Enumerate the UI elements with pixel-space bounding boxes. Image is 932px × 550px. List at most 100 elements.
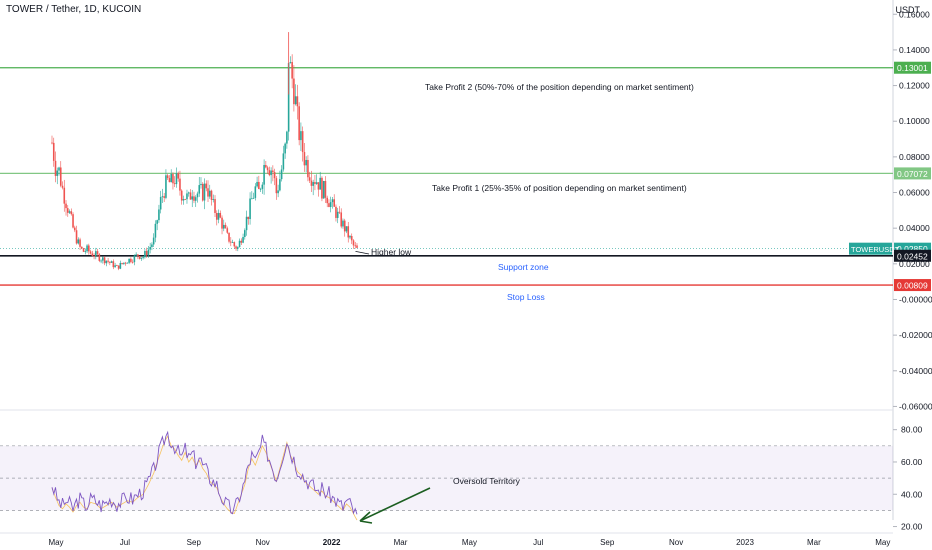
candle-body [219,212,222,218]
candle-body [294,96,297,105]
candle-body [308,177,311,181]
candle-body [121,262,123,264]
candle-body [272,170,274,173]
candle-body [298,106,300,141]
candle-body [282,153,285,170]
current-price-tag-label: TOWERUSDT [851,245,900,254]
price-tick-label: 0.12000 [899,81,930,91]
candle-body [191,196,194,200]
candle-body [161,196,164,198]
candle-body [231,242,234,243]
candle-body [322,180,325,199]
candle-body [102,257,104,261]
candle-body [159,197,162,210]
candle-body [112,261,115,268]
candle-body [331,199,334,203]
candle-body [228,232,230,242]
price-tick-label: -0.04000 [899,366,932,376]
candle-body [263,164,265,185]
candle-body [154,223,157,238]
candle-body [86,245,88,252]
time-tick-label: Sep [600,538,615,547]
candle-body [56,170,59,176]
candle-body [105,260,108,264]
candle-body [293,78,295,105]
candle-body [321,177,323,199]
candle-body [238,240,241,248]
candle-body [54,160,57,176]
candle-body [135,254,137,256]
candle-body [259,188,262,190]
candle-body [51,142,53,144]
time-tick-label: Nov [256,538,270,547]
candle-body [354,245,357,247]
candle-body [124,262,127,264]
candle-body [151,244,153,247]
candle-body [291,62,293,79]
candle-body [265,164,267,168]
candle-body [91,253,94,256]
currency-label: USDT [895,5,921,15]
candle-body [350,236,353,241]
candle-body [196,193,199,198]
time-tick-label: May [48,538,63,547]
price-tick-label: 0.02000 [899,259,930,269]
time-tick-label: Nov [669,538,683,547]
price-tick-label: 0.04000 [899,223,930,233]
time-tick-label: Mar [807,538,821,547]
candle-body [182,199,185,201]
candle-body [163,196,165,198]
time-tick-label: May [875,538,890,547]
candle-body [240,240,243,243]
rsi-tick-label: 60.00 [901,457,923,467]
candle-body [245,216,248,231]
time-tick-label: 2023 [736,538,754,547]
candle-body [312,182,314,186]
candle-body [205,183,208,189]
price-tick-label: -0.06000 [899,401,932,411]
candle-body [207,188,209,197]
price-tick-label: 0.14000 [899,45,930,55]
candle-body [189,192,192,200]
candle-body [352,240,355,246]
candle-body [93,255,95,257]
candle-body [140,257,143,259]
candle-body [95,251,97,257]
candle-body [179,178,181,191]
candle-body [221,217,223,229]
candle-body [98,254,101,261]
candle-body [266,167,269,171]
higher-low-label: Higher low [371,247,412,257]
candle-body [215,212,218,220]
rsi-ma-line [51,435,358,521]
candle-body [173,183,176,185]
candle-body [96,251,99,255]
candle-body [279,179,281,191]
candle-body [184,199,187,200]
candle-body [79,239,81,247]
oversold-arrow [361,487,431,521]
rsi-line [51,430,358,515]
price-tick-label: -0.02000 [899,330,932,340]
oversold-arrowhead [359,511,373,524]
candle-body [203,183,206,201]
stop-loss-note: Stop Loss [507,292,545,302]
candle-body [286,131,288,144]
candle-body [324,180,327,198]
candle-body [156,220,158,224]
time-tick-label: May [462,538,477,547]
candle-body [128,258,130,263]
candle-body [310,180,313,186]
candle-body [84,251,87,253]
candle-body [224,224,227,229]
candle-body [277,190,279,194]
support-note: Support zone [498,262,549,272]
candle-body [301,131,304,153]
candle-body [180,190,183,201]
candle-body [201,183,204,201]
current-price-badge-label: 0.02850 [897,244,928,254]
candle-body [52,142,55,161]
candle-body [103,257,106,264]
time-tick-label: Sep [187,538,202,547]
